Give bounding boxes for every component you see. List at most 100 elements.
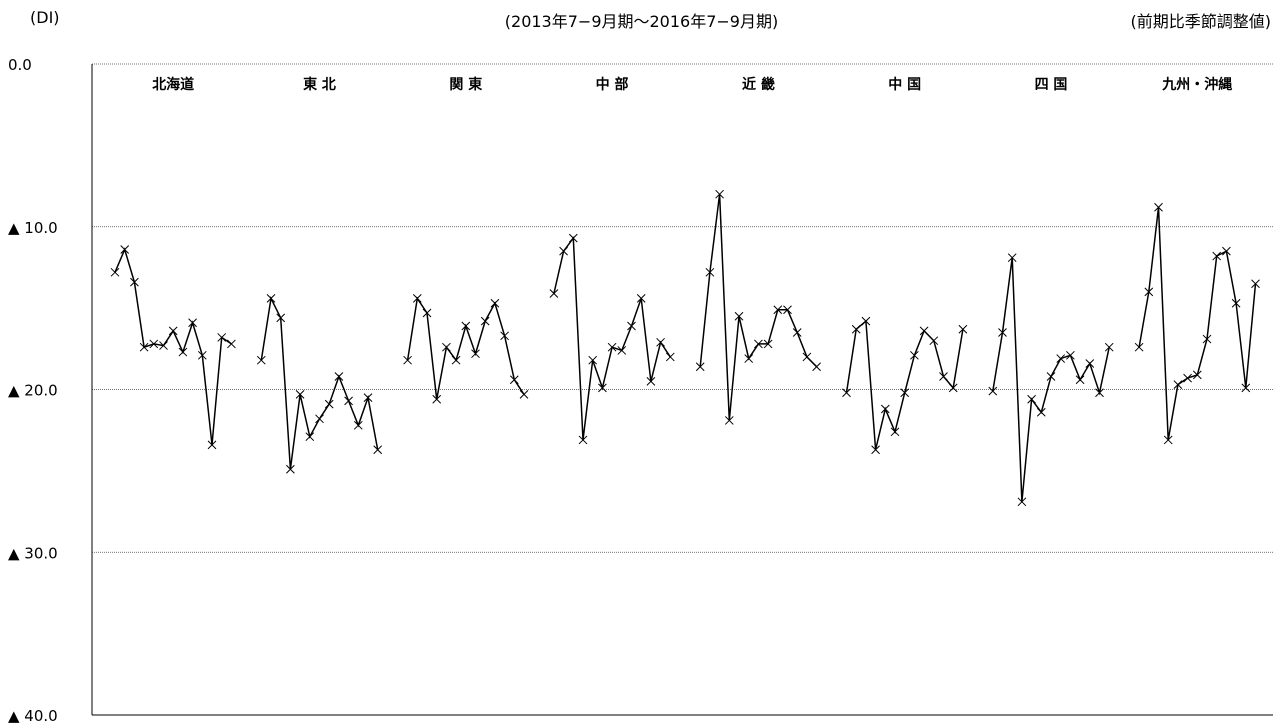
data-point-marker — [120, 245, 130, 254]
data-point-marker — [1144, 287, 1154, 297]
data-point-marker — [178, 347, 188, 357]
data-point-marker — [988, 386, 998, 396]
data-point-marker — [1183, 373, 1192, 383]
data-point-marker — [783, 305, 792, 315]
region-label: 中 部 — [596, 76, 629, 93]
data-point-marker — [295, 390, 305, 399]
data-point-marker — [1173, 380, 1183, 389]
region-label: 四 国 — [1035, 77, 1068, 93]
data-point-marker — [598, 383, 607, 393]
data-point-marker — [256, 355, 266, 365]
data-point-marker — [403, 355, 412, 365]
data-point-marker — [315, 414, 324, 424]
data-point-marker — [442, 342, 451, 352]
data-point-marker — [1095, 388, 1104, 398]
data-point-marker — [139, 342, 149, 352]
data-point-marker — [1222, 246, 1231, 256]
data-point-marker — [724, 416, 734, 425]
data-point-marker — [159, 341, 168, 350]
data-point-marker — [461, 321, 471, 331]
data-point-marker — [754, 339, 763, 349]
series-5 — [695, 189, 821, 425]
data-point-marker — [334, 372, 344, 381]
region-label: 北海道 — [152, 76, 194, 93]
data-point-marker — [559, 246, 568, 256]
data-point-marker — [802, 352, 812, 362]
y-tick-label: ▲ 10.0 — [8, 219, 58, 237]
data-point-marker — [344, 396, 353, 406]
data-point-marker — [744, 354, 754, 363]
data-point-marker — [207, 440, 217, 450]
data-point-marker — [353, 420, 363, 430]
data-point-marker — [939, 372, 948, 381]
series-3 — [403, 294, 529, 404]
data-point-marker — [188, 318, 197, 328]
series-line — [845, 319, 964, 450]
y-tick-label: ▲ 20.0 — [8, 382, 58, 400]
data-point-marker — [1017, 497, 1027, 507]
data-point-marker — [871, 445, 880, 455]
data-point-marker — [1241, 383, 1251, 393]
data-point-marker — [422, 308, 432, 318]
series-line — [699, 194, 818, 421]
data-point-marker — [734, 311, 744, 321]
data-point-marker — [432, 394, 442, 404]
gridlines — [92, 63, 1273, 553]
series — [110, 189, 1260, 507]
data-point-marker — [880, 404, 890, 414]
data-point-marker — [1027, 394, 1036, 404]
data-point-marker — [1046, 372, 1056, 381]
data-point-marker — [627, 321, 636, 331]
data-point-marker — [695, 362, 705, 372]
data-point-marker — [842, 388, 851, 398]
data-point-marker — [549, 289, 559, 298]
data-point-marker — [1036, 407, 1046, 417]
data-point-marker — [286, 464, 295, 474]
series-4 — [549, 233, 675, 445]
data-point-marker — [1056, 354, 1066, 363]
series-line — [553, 235, 671, 441]
data-point-marker — [715, 189, 724, 199]
series-line — [406, 296, 525, 400]
data-point-marker — [480, 316, 490, 326]
data-point-marker — [1251, 279, 1260, 289]
region-label: 中 国 — [888, 76, 921, 93]
data-point-marker — [763, 339, 773, 349]
data-point-marker — [110, 267, 120, 277]
series-line — [260, 295, 379, 470]
series-line — [992, 257, 1110, 502]
data-point-marker — [958, 324, 968, 334]
data-point-marker — [519, 390, 529, 399]
data-point-marker — [607, 342, 617, 352]
y-unit-label: (DI) — [30, 8, 60, 27]
data-point-marker — [636, 294, 646, 303]
data-point-marker — [851, 324, 861, 334]
series-7 — [988, 253, 1114, 507]
region-label: 東 北 — [303, 76, 336, 93]
data-point-marker — [773, 305, 783, 315]
data-point-marker — [861, 316, 871, 326]
data-point-marker — [578, 435, 588, 445]
data-point-marker — [1192, 370, 1202, 380]
data-point-marker — [919, 326, 929, 336]
data-point-marker — [373, 445, 383, 455]
data-point-marker — [1066, 350, 1075, 360]
region-label: 九州・沖縄 — [1161, 76, 1232, 93]
data-point-marker — [588, 355, 598, 365]
data-point-marker — [705, 267, 715, 277]
data-point-marker — [900, 388, 910, 398]
series-1 — [110, 245, 236, 450]
y-tick-label: 0.0 — [8, 56, 32, 74]
y-tick-labels: 0.0 ▲ 10.0 ▲ 20.0 ▲ 30.0 ▲ 40.0 — [8, 56, 58, 725]
data-point-marker — [617, 346, 627, 355]
y-tick-label: ▲ 40.0 — [8, 707, 58, 725]
y-tick-label: ▲ 30.0 — [8, 544, 58, 562]
data-point-marker — [130, 277, 139, 287]
chart-note: (前期比季節調整値) — [1130, 12, 1272, 31]
data-point-marker — [168, 326, 178, 336]
data-point-marker — [363, 393, 373, 402]
data-point-marker — [451, 355, 461, 365]
series-8 — [1134, 202, 1260, 445]
data-point-marker — [1134, 342, 1144, 352]
